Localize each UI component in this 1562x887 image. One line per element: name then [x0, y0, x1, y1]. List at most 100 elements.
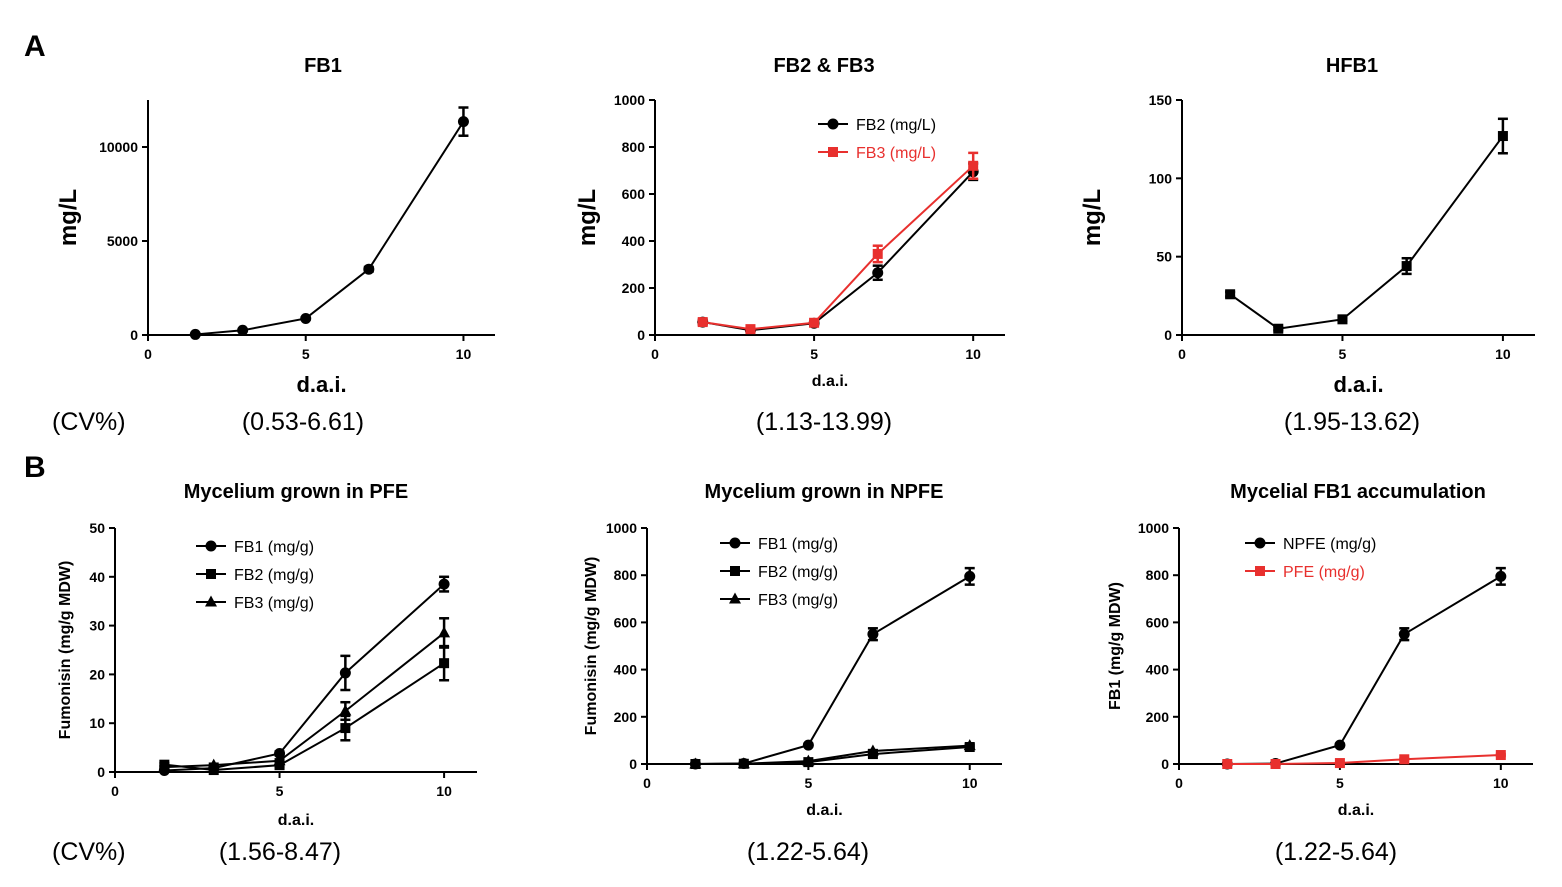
chart-a2-x-tick-label: 0 — [651, 346, 659, 362]
chart-a1-y-label: mg/L — [55, 189, 82, 246]
chart-a2-y-tick-label: 1000 — [614, 92, 645, 108]
chart-b1-series-1-point — [340, 723, 351, 734]
chart-b3-series-0-line — [1227, 575, 1502, 765]
chart-a2-series-0 — [697, 162, 979, 336]
chart-b1-series-1-line — [164, 662, 445, 772]
chart-b1-y-tick-label: 50 — [89, 520, 105, 536]
chart-b1-y-tick-label: 40 — [89, 569, 105, 585]
chart-a2-title: FB2 & FB3 — [773, 55, 874, 77]
chart-b2-series-0-point — [964, 570, 976, 582]
chart-b2-x-tick-label: 0 — [643, 775, 651, 791]
chart-b3-cv-range: (1.22-5.64) — [1275, 838, 1397, 866]
chart-b2-y-tick-label: 800 — [614, 567, 638, 583]
chart-b2-y-tick-label: 600 — [614, 614, 638, 630]
chart-a1-series-0-point — [237, 324, 249, 336]
chart-b2-series-2-point — [866, 744, 879, 756]
chart-a1-x-tick-label: 10 — [456, 346, 472, 362]
chart-b1-x-tick-label: 5 — [276, 783, 284, 799]
chart-b1-y-tick-label: 20 — [89, 666, 105, 682]
chart-a2-cv-range: (1.13-13.99) — [756, 408, 892, 436]
chart-a2-x-tick-label: 10 — [965, 346, 981, 362]
chart-b1-legend-2-marker — [205, 595, 217, 607]
chart-a1-series-0-point — [300, 312, 312, 324]
chart-a3-series-0-point — [1225, 289, 1236, 300]
chart-b3-series-1-point — [1270, 759, 1281, 769]
chart-b3-series-0-point — [1398, 628, 1410, 640]
chart-b2-series-2-point — [963, 739, 976, 751]
chart-b3-series-1-point — [1399, 754, 1410, 765]
chart-b1-series-2-point — [339, 704, 352, 716]
chart-a2-legend-1-label: FB3 (mg/L) — [856, 145, 936, 162]
chart-a1-x-label: d.a.i. — [296, 372, 346, 397]
chart-b3-series-0 — [1221, 566, 1507, 770]
chart-b2-series-2 — [689, 739, 976, 769]
chart-a3-series-0-point — [1273, 323, 1284, 334]
chart-a1-series-0-point — [189, 328, 201, 340]
chart-a2-legend-0-label: FB2 (mg/L) — [856, 117, 936, 134]
chart-b2-x-tick-label: 5 — [804, 775, 812, 791]
chart-b2-series-0-point — [867, 628, 879, 640]
chart-a3-y-tick-label: 50 — [1156, 249, 1172, 265]
chart-b2-x-label: d.a.i. — [806, 802, 842, 819]
chart-a3-x-tick-label: 5 — [1339, 346, 1347, 362]
chart-b3-legend-1-label: PFE (mg/g) — [1283, 564, 1365, 581]
chart-b1-legend-0-label: FB1 (mg/g) — [234, 539, 314, 556]
chart-b2-legend-2-label: FB3 (mg/g) — [758, 592, 838, 609]
chart-b2-series-0-point — [802, 739, 814, 751]
chart-a2-y-tick-label: 800 — [622, 139, 646, 155]
chart-a1-series-0-point — [457, 116, 469, 128]
chart-a3-series-0-line — [1229, 135, 1504, 330]
chart-b3-x-tick-label: 5 — [1336, 775, 1344, 791]
chart-b3-y-tick-label: 0 — [1161, 756, 1169, 772]
chart-a2-y-label: mg/L — [574, 189, 601, 246]
chart-b2-series-2-line — [695, 744, 970, 765]
chart-b3-series-0-point — [1495, 570, 1507, 582]
chart-a1-x-tick-label: 5 — [302, 346, 310, 362]
chart-a1-cv-range: (0.53-6.61) — [242, 408, 364, 436]
chart-a3-y-tick-label: 100 — [1149, 170, 1173, 186]
chart-b2-legend-0-label: FB1 (mg/g) — [758, 536, 838, 553]
chart-b3-series-0-point — [1334, 739, 1346, 751]
chart-a1-y-tick-label: 10000 — [99, 139, 138, 155]
chart-a2-legend-1-marker — [828, 147, 838, 157]
chart-b1-legend-1-label: FB2 (mg/g) — [234, 567, 314, 584]
chart-b3-legend-0-marker — [1254, 537, 1266, 549]
chart-a1-series-0 — [189, 106, 469, 340]
chart-a1-y-tick-label: 5000 — [107, 233, 138, 249]
chart-a2-series-1 — [697, 151, 979, 335]
chart-a1-title: FB1 — [304, 55, 342, 77]
chart-a3-series-0 — [1225, 117, 1508, 334]
chart-a2-series-0-point — [872, 267, 884, 279]
chart-b3-y-tick-label: 800 — [1146, 567, 1170, 583]
chart-b2-x-tick-label: 10 — [962, 775, 978, 791]
chart-a2-legend-0-marker — [827, 118, 839, 130]
chart-b1-y-label: Fumonisin (mg/g MDW) — [57, 561, 74, 740]
chart-b2-y-tick-label: 0 — [629, 756, 637, 772]
chart-b1-series-2-point — [158, 760, 171, 772]
chart-b3-y-tick-label: 600 — [1146, 614, 1170, 630]
chart-b1-x-tick-label: 0 — [111, 783, 119, 799]
chart-b1-series-0-point — [274, 747, 286, 759]
chart-b3-legend-0-label: NPFE (mg/g) — [1283, 536, 1376, 553]
chart-b2-y-label: Fumonisin (mg/g MDW) — [583, 557, 600, 736]
chart-b3-y-tick-label: 400 — [1146, 662, 1170, 678]
cv-label-a: (CV%) — [52, 408, 126, 436]
chart-b1-series-2-line — [164, 632, 445, 769]
chart-a3-y-tick-label: 0 — [1164, 327, 1172, 343]
chart-a2-y-tick-label: 400 — [622, 233, 646, 249]
chart-a1-x-tick-label: 0 — [144, 346, 152, 362]
chart-b3-series-1 — [1222, 750, 1506, 769]
chart-b1-series-2-point — [207, 758, 220, 770]
chart-a3-series-0-point — [1337, 314, 1348, 325]
chart-b2-y-tick-label: 1000 — [606, 520, 637, 536]
chart-a3-title: HFB1 — [1326, 55, 1378, 77]
chart-b1-series-1-point — [208, 765, 219, 776]
chart-b1-series-0-point — [438, 578, 450, 590]
chart-b1-legend-0-marker — [205, 540, 217, 552]
chart-b1-legend-1-marker — [206, 569, 216, 579]
chart-a2-series-0-line — [702, 170, 974, 332]
chart-a2-y-tick-label: 200 — [622, 280, 646, 296]
chart-b2-title: Mycelium grown in NPFE — [705, 481, 944, 503]
chart-b1-y-tick-label: 30 — [89, 618, 105, 634]
